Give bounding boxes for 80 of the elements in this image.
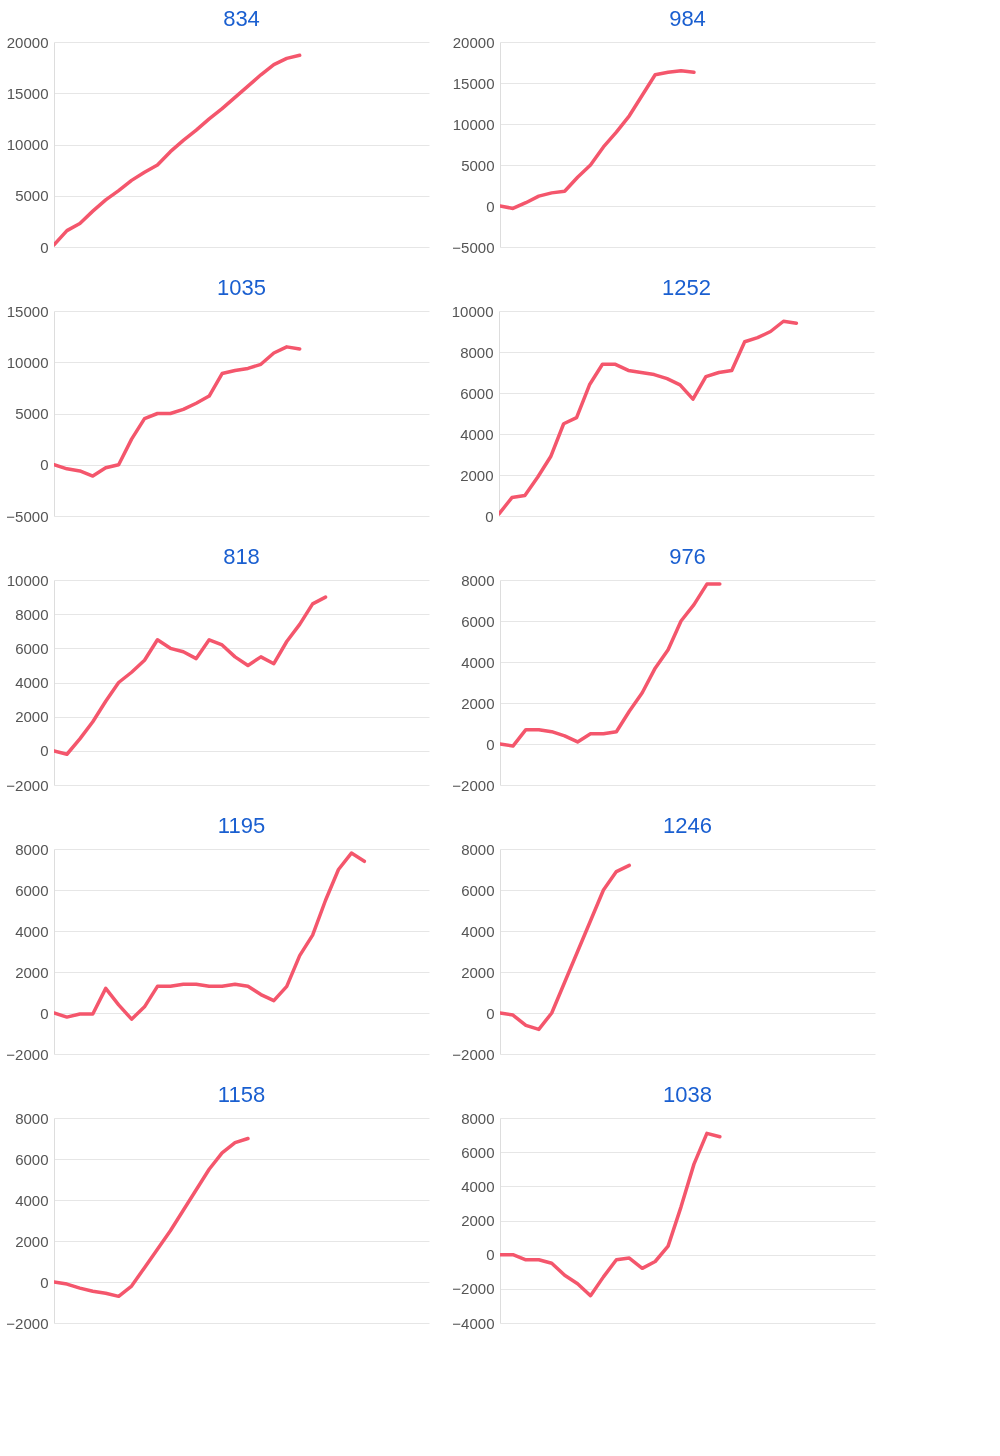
y-tick-label: 8000 bbox=[461, 571, 495, 589]
line-series bbox=[54, 345, 302, 478]
line-series bbox=[54, 595, 328, 756]
line-series bbox=[54, 851, 367, 1021]
y-tick-label: 0 bbox=[485, 507, 494, 525]
y-tick-label: 0 bbox=[40, 238, 49, 256]
chart-title: 984 bbox=[669, 6, 706, 31]
y-tick-label: 8000 bbox=[15, 1109, 49, 1127]
y-tick-label: 2000 bbox=[15, 1232, 49, 1250]
y-tick-label: 6000 bbox=[461, 612, 495, 630]
chart-title: 1035 bbox=[217, 275, 266, 300]
y-tick-label: −5000 bbox=[6, 507, 49, 525]
y-tick-label: −2000 bbox=[6, 1314, 49, 1332]
y-tick-label: 6000 bbox=[15, 639, 49, 657]
chart-title: 834 bbox=[223, 6, 260, 31]
y-tick-label: 15000 bbox=[6, 302, 49, 320]
y-tick-label: 15000 bbox=[6, 84, 49, 102]
y-tick-label: 10000 bbox=[452, 115, 495, 133]
y-tick-label: 4000 bbox=[15, 922, 49, 940]
y-tick-label: 4000 bbox=[15, 674, 49, 691]
line-series bbox=[54, 53, 302, 247]
line-series bbox=[500, 1131, 722, 1298]
y-tick-label: 4000 bbox=[460, 425, 494, 443]
y-tick-label: 0 bbox=[40, 1004, 49, 1022]
y-tick-label: 0 bbox=[40, 456, 49, 474]
y-tick-label: 2000 bbox=[460, 466, 494, 484]
y-tick-label: 20000 bbox=[452, 33, 495, 51]
y-tick-label: −4000 bbox=[452, 1314, 495, 1332]
y-tick-label: 2000 bbox=[461, 963, 495, 981]
y-tick-label: 15000 bbox=[452, 74, 495, 92]
y-tick-label: 6000 bbox=[461, 881, 495, 899]
y-tick-label: −2000 bbox=[6, 1045, 49, 1063]
chart-title: 1038 bbox=[663, 1082, 712, 1107]
y-tick-label: 4000 bbox=[461, 922, 495, 940]
y-tick-label: 0 bbox=[486, 1246, 495, 1264]
y-tick-label: 20000 bbox=[6, 33, 49, 51]
y-tick-label: −5000 bbox=[452, 238, 495, 256]
chart-title: 1195 bbox=[217, 813, 266, 838]
y-tick-label: 10000 bbox=[451, 302, 494, 320]
y-tick-label: −2000 bbox=[6, 776, 49, 794]
y-tick-label: 2000 bbox=[461, 1212, 495, 1229]
y-tick-label: 2000 bbox=[461, 694, 495, 712]
y-tick-label: 6000 bbox=[460, 384, 494, 402]
chart-title: 976 bbox=[669, 544, 706, 569]
line-series bbox=[500, 863, 632, 1032]
line-series bbox=[500, 582, 722, 748]
y-tick-label: 6000 bbox=[461, 1143, 495, 1161]
y-tick-label: 10000 bbox=[6, 136, 49, 153]
y-tick-label: 2000 bbox=[15, 708, 49, 726]
y-tick-label: 6000 bbox=[15, 1150, 49, 1168]
y-tick-label: 4000 bbox=[461, 653, 495, 671]
y-tick-label: 5000 bbox=[461, 156, 495, 174]
y-tick-label: 8000 bbox=[461, 840, 495, 858]
line-series bbox=[499, 319, 799, 516]
y-tick-label: 0 bbox=[486, 1004, 495, 1022]
y-tick-label: 8000 bbox=[15, 605, 49, 623]
line-series bbox=[500, 68, 696, 211]
chart-title: 1158 bbox=[217, 1082, 266, 1107]
y-tick-label: 10000 bbox=[6, 571, 49, 589]
line-series bbox=[54, 1136, 250, 1299]
y-tick-label: 2000 bbox=[15, 963, 49, 981]
y-tick-label: 10000 bbox=[6, 353, 49, 371]
y-tick-label: 4000 bbox=[461, 1177, 495, 1195]
y-tick-label: 0 bbox=[486, 197, 495, 215]
y-tick-label: 4000 bbox=[15, 1191, 49, 1209]
y-tick-label: 6000 bbox=[15, 881, 49, 899]
y-tick-label: 8000 bbox=[15, 840, 49, 858]
chart-title: 818 bbox=[223, 544, 260, 569]
chart-title: 1246 bbox=[663, 813, 712, 838]
y-tick-label: 5000 bbox=[15, 405, 49, 422]
y-tick-label: 0 bbox=[486, 735, 495, 753]
y-tick-label: −2000 bbox=[452, 776, 495, 794]
y-tick-label: 5000 bbox=[15, 187, 49, 205]
y-tick-label: −2000 bbox=[452, 1280, 495, 1298]
y-tick-label: 0 bbox=[40, 1273, 49, 1291]
y-tick-label: 8000 bbox=[461, 1109, 495, 1127]
y-tick-label: 8000 bbox=[460, 343, 494, 361]
chart-title: 1252 bbox=[662, 275, 711, 300]
y-tick-label: −2000 bbox=[452, 1045, 495, 1063]
y-tick-label: 0 bbox=[40, 742, 49, 760]
